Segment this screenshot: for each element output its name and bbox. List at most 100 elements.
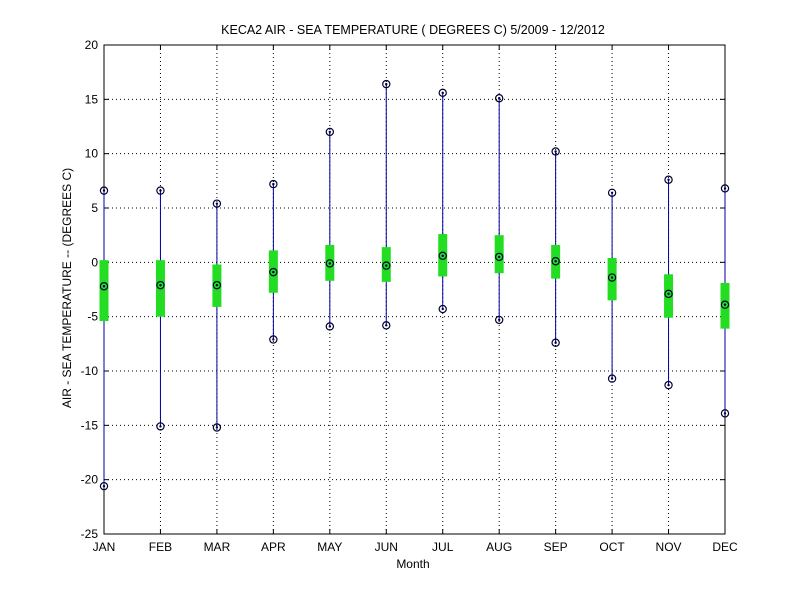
x-axis-label: Month [396, 557, 429, 571]
marker-dot [102, 484, 106, 488]
marker-dot [723, 303, 727, 306]
marker-ring [269, 267, 278, 277]
x-tick-label: JUL [432, 540, 454, 554]
median-marker [269, 267, 278, 277]
marker-ring [720, 184, 730, 193]
median-marker [382, 261, 391, 270]
y-tick-label: -15 [81, 418, 99, 432]
marker-ring [438, 251, 447, 261]
marker-dot [385, 264, 388, 267]
max-marker [664, 175, 673, 184]
median-marker [607, 273, 617, 282]
marker-ring [269, 179, 278, 189]
min-marker [325, 322, 335, 331]
iqr-box [99, 260, 109, 322]
min-marker [156, 422, 165, 431]
marker-ring [325, 127, 335, 137]
marker-ring [382, 261, 391, 270]
y-tick-label: 10 [85, 147, 99, 161]
marker-ring [664, 289, 673, 299]
marker-dot [554, 341, 557, 344]
marker-dot [497, 318, 501, 322]
marker-dot [159, 189, 162, 192]
marker-ring [99, 481, 109, 491]
x-axis-ticks: JAN FEB MAR APR MAY JUN JUL AUG SEP OCT NOV DEC [93, 45, 738, 554]
x-tick-label: SEP [544, 540, 568, 554]
min-marker [494, 315, 504, 325]
min-marker [99, 481, 109, 491]
marker-ring [607, 374, 617, 383]
median-marker [99, 282, 109, 291]
marker-dot [272, 338, 275, 341]
max-marker [156, 186, 165, 195]
marker-dot [385, 324, 388, 327]
marker-dot [215, 202, 219, 205]
marker-dot [441, 307, 444, 311]
marker-dot [441, 254, 444, 258]
y-tick-label: -10 [81, 364, 99, 378]
max-marker [382, 79, 391, 89]
marker-dot [272, 270, 275, 274]
marker-ring [325, 259, 335, 268]
marker-dot [610, 276, 614, 279]
y-tick-label: 20 [85, 38, 99, 52]
marker-dot [554, 260, 557, 263]
y-tick-label: 15 [85, 92, 99, 106]
x-tick-label: MAY [317, 540, 342, 554]
max-marker [325, 127, 335, 137]
y-tick-label: -20 [81, 473, 99, 487]
marker-ring [720, 300, 730, 309]
marker-dot [497, 97, 501, 100]
marker-ring [607, 188, 617, 197]
marker-ring [551, 257, 560, 266]
median-marker [438, 251, 447, 261]
marker-dot [215, 426, 219, 429]
y-tick-label: 0 [91, 255, 98, 269]
min-marker [664, 380, 673, 390]
chart-title: KECA2 AIR - SEA TEMPERATURE ( DEGREES C)… [221, 23, 605, 37]
max-marker [607, 188, 617, 197]
max-marker [212, 199, 222, 208]
marker-dot [723, 187, 727, 190]
marker-dot [102, 285, 106, 288]
marker-ring [720, 409, 730, 418]
marker-ring [382, 321, 391, 330]
marker-dot [328, 262, 332, 265]
marker-dot [554, 150, 557, 153]
y-axis-label: AIR - SEA TEMPERATURE -- (DEGREES C) [60, 168, 74, 408]
x-tick-label: DEC [712, 540, 738, 554]
marker-dot [610, 191, 614, 194]
min-marker [551, 338, 560, 347]
marker-ring [212, 199, 222, 208]
marker-ring [212, 280, 222, 290]
max-marker [438, 88, 447, 98]
marker-dot [667, 383, 670, 387]
marker-dot [667, 292, 670, 296]
marker-ring [99, 186, 109, 195]
x-tick-label: AUG [486, 540, 512, 554]
x-tick-label: APR [261, 540, 286, 554]
max-marker [269, 179, 278, 189]
marker-ring [664, 380, 673, 390]
marker-dot [497, 255, 501, 259]
marker-ring [156, 422, 165, 431]
marker-dot [272, 182, 275, 186]
marker-ring [382, 79, 391, 89]
marker-ring [607, 273, 617, 282]
marker-ring [494, 252, 504, 262]
marker-ring [325, 322, 335, 331]
marker-dot [159, 283, 162, 287]
iqr-box [664, 274, 674, 318]
iqr-box [607, 257, 617, 301]
y-tick-label: 5 [91, 201, 98, 215]
median-marker [720, 300, 730, 309]
marker-dot [102, 189, 106, 192]
median-marker [494, 252, 504, 262]
marker-ring [99, 282, 109, 291]
min-marker [720, 409, 730, 418]
marker-ring [156, 280, 165, 290]
marker-ring [494, 315, 504, 325]
